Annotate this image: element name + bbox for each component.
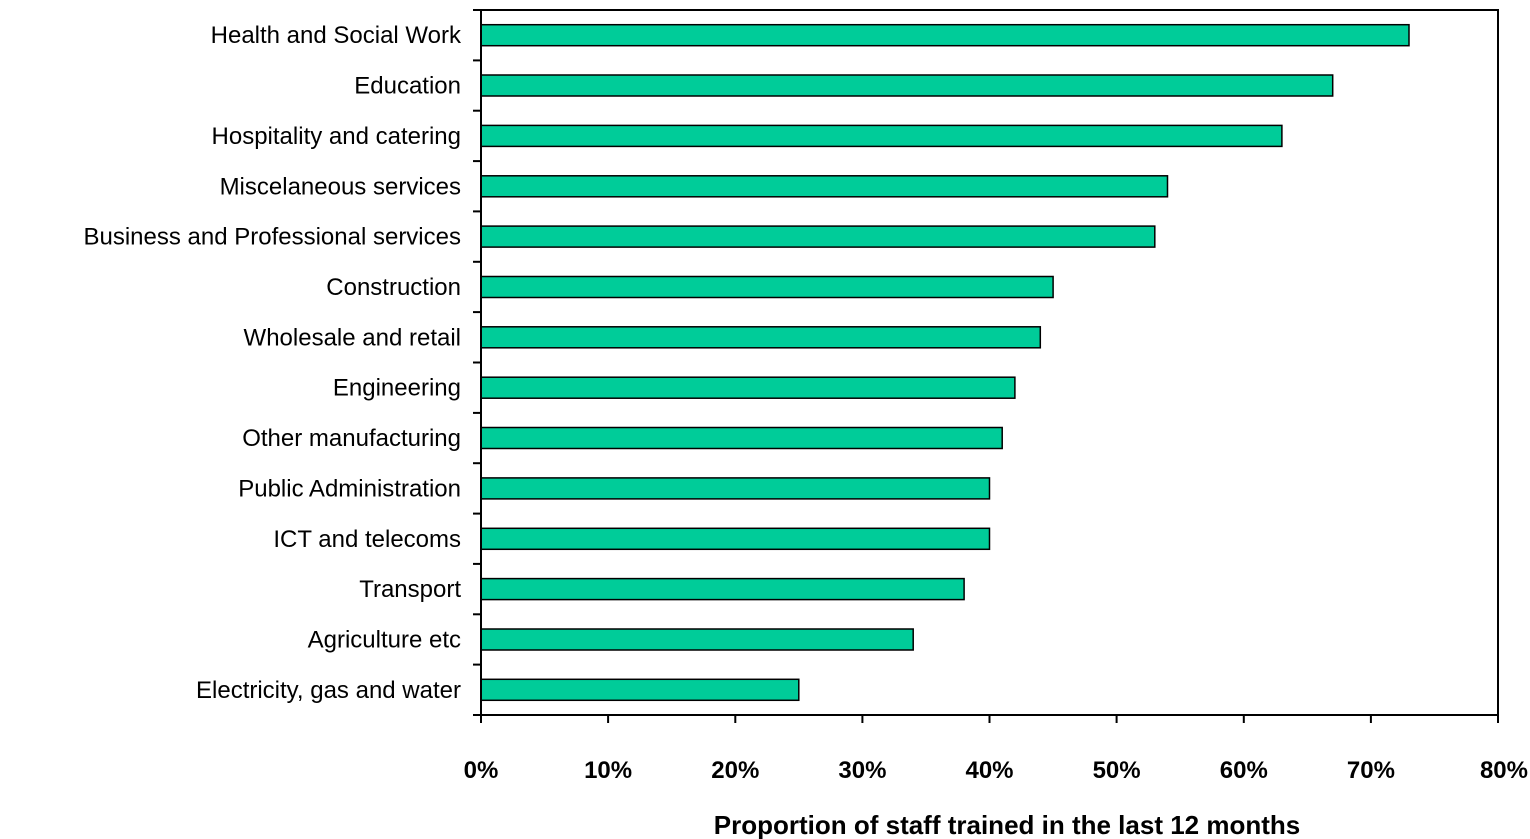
x-tick-label: 30% <box>838 757 886 784</box>
bars-group <box>480 23 1410 702</box>
category-label: Agriculture etc <box>308 627 461 654</box>
bar <box>480 376 1016 399</box>
x-tick-label: 60% <box>1220 757 1268 784</box>
category-label: Business and Professional services <box>83 224 461 251</box>
category-label: Hospitality and catering <box>212 123 461 150</box>
bar <box>480 74 1334 97</box>
category-label: Construction <box>326 274 461 301</box>
x-tick-label: 80% <box>1480 757 1528 784</box>
bar <box>480 23 1410 47</box>
bar <box>480 678 800 702</box>
bar <box>480 527 991 551</box>
x-tick-labels: 0% 10% 20% 30% 40% 50% 60% 70% 80% <box>464 757 1528 784</box>
bar <box>480 275 1054 299</box>
category-label: Health and Social Work <box>211 22 462 49</box>
x-tick-label: 40% <box>965 757 1013 784</box>
category-label: Transport <box>359 576 461 603</box>
plot-frame <box>480 9 1499 716</box>
x-tick-label: 10% <box>584 757 632 784</box>
bar <box>480 326 1042 349</box>
x-tick-label: 50% <box>1093 757 1141 784</box>
bar <box>480 477 991 500</box>
x-tick-label: 0% <box>464 757 499 784</box>
category-label: ICT and telecoms <box>273 526 461 553</box>
category-label: Other manufacturing <box>242 425 461 452</box>
category-labels: Health and Social Work Education Hospitali… <box>83 22 462 704</box>
bar <box>480 124 1283 148</box>
category-label: Engineering <box>333 375 461 402</box>
category-label: Wholesale and retail <box>244 324 461 351</box>
x-axis-title: Proportion of staff trained in the last … <box>714 810 1301 839</box>
category-label: Electricity, gas and water <box>196 677 461 704</box>
bar <box>480 225 1156 248</box>
bar <box>480 426 1003 450</box>
category-label: Miscelaneous services <box>220 173 461 200</box>
bar <box>480 628 914 651</box>
bar <box>480 577 965 601</box>
x-tick-label: 20% <box>711 757 759 784</box>
bar <box>480 175 1169 198</box>
x-tick-label: 70% <box>1347 757 1395 784</box>
category-label: Education <box>354 73 461 100</box>
axes-group <box>473 9 1499 723</box>
category-label: Public Administration <box>238 475 461 502</box>
